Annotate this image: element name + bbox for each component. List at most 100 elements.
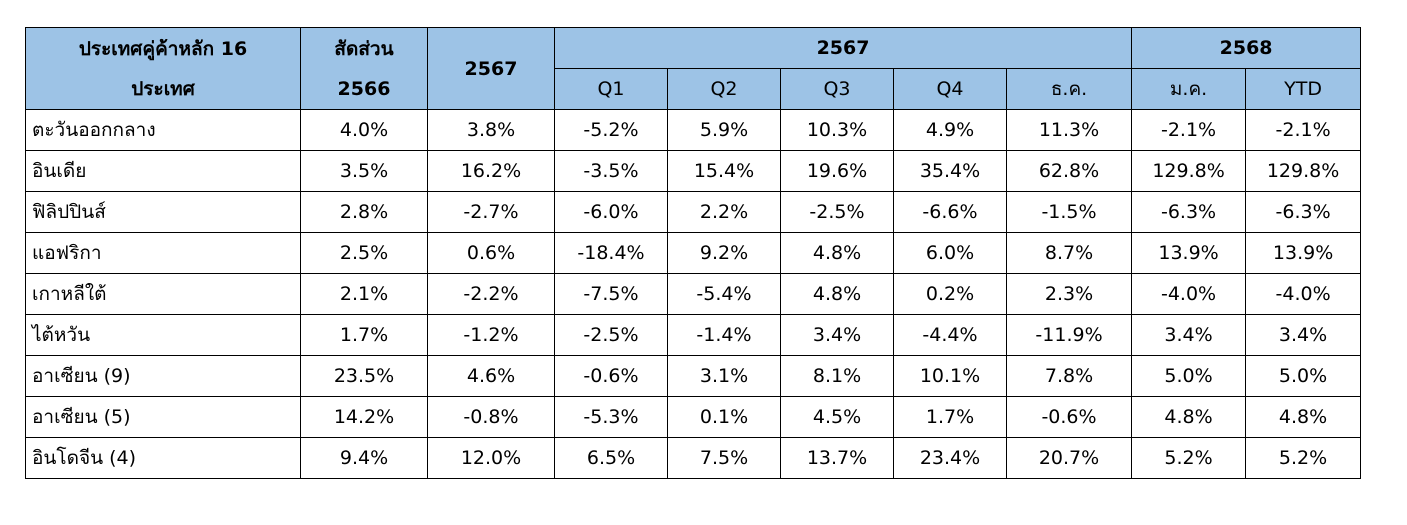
ytd-cell: -6.3% — [1245, 191, 1362, 233]
q2-cell: 3.1% — [667, 355, 781, 397]
table-body: ตะวันออกกลาง 4.0% 3.8% -5.2% 5.9% 10.3% … — [25, 109, 1362, 479]
table-row: อินเดีย 3.5% 16.2% -3.5% 15.4% 19.6% 35.… — [25, 150, 1362, 192]
table-row: อาเซียน (5) 14.2% -0.8% -5.3% 0.1% 4.5% … — [25, 396, 1362, 438]
q1-cell: -18.4% — [554, 232, 668, 274]
q1-column-header: Q1 — [554, 68, 668, 110]
header-row-sub: Q1 Q2 Q3 Q4 ธ.ค. ม.ค. YTD — [26, 68, 1362, 110]
country-cell: แอฟริกา — [25, 232, 301, 274]
q2-cell: 7.5% — [667, 437, 781, 479]
year-2567-cell: 12.0% — [427, 437, 555, 479]
dec-cell: 7.8% — [1005, 355, 1133, 397]
q4-cell: 6.0% — [893, 232, 1007, 274]
dec-cell: 20.7% — [1005, 437, 1133, 479]
table-row: ฟิลิปปินส์ 2.8% -2.7% -6.0% 2.2% -2.5% -… — [25, 191, 1362, 233]
share-cell: 4.0% — [300, 109, 428, 151]
ytd-cell: 13.9% — [1245, 232, 1362, 274]
share-cell: 23.5% — [300, 355, 428, 397]
q2-cell: -1.4% — [667, 314, 781, 356]
q1-cell: -2.5% — [554, 314, 668, 356]
table-row: แอฟริกา 2.5% 0.6% -18.4% 9.2% 4.8% 6.0% … — [25, 232, 1362, 274]
q3-cell: 4.8% — [780, 273, 894, 315]
ytd-column-header: YTD — [1245, 68, 1362, 110]
ytd-cell: 129.8% — [1245, 150, 1362, 192]
share-header-line1: สัดส่วน — [334, 37, 394, 60]
year-2567-cell: -1.2% — [427, 314, 555, 356]
group-2568-header: 2568 — [1131, 27, 1362, 69]
dec-cell: 2.3% — [1005, 273, 1133, 315]
jan-cell: 129.8% — [1131, 150, 1247, 192]
share-header-line2: 2566 — [337, 77, 391, 100]
dec-cell: -0.6% — [1005, 396, 1133, 438]
country-cell: ตะวันออกกลาง — [25, 109, 301, 151]
country-column-header: ประเทศคู่ค้าหลัก 16 ประเทศ — [25, 27, 301, 110]
q4-column-header: Q4 — [893, 68, 1007, 110]
share-cell: 2.5% — [300, 232, 428, 274]
country-header-line2: ประเทศ — [131, 77, 195, 100]
q4-cell: 1.7% — [893, 396, 1007, 438]
q3-cell: 10.3% — [780, 109, 894, 151]
q4-cell: -4.4% — [893, 314, 1007, 356]
dec-cell: -11.9% — [1005, 314, 1133, 356]
jan-cell: 13.9% — [1131, 232, 1247, 274]
country-cell: เกาหลีใต้ — [25, 273, 301, 315]
table-row: อาเซียน (9) 23.5% 4.6% -0.6% 3.1% 8.1% 1… — [25, 355, 1362, 397]
q1-cell: -3.5% — [554, 150, 668, 192]
share-cell: 2.1% — [300, 273, 428, 315]
dec-column-header: ธ.ค. — [1005, 68, 1133, 110]
q3-cell: 4.5% — [780, 396, 894, 438]
dec-cell: -1.5% — [1005, 191, 1133, 233]
ytd-cell: -2.1% — [1245, 109, 1362, 151]
group-2567-header: 2567 — [553, 27, 1133, 69]
q2-cell: 2.2% — [667, 191, 781, 233]
header-row-top: ประเทศคู่ค้าหลัก 16 ประเทศ สัดส่วน 2566 … — [25, 27, 1362, 110]
q3-cell: 4.8% — [780, 232, 894, 274]
country-header-line1: ประเทศคู่ค้าหลัก 16 — [78, 37, 248, 60]
q3-cell: 8.1% — [780, 355, 894, 397]
ytd-cell: 5.2% — [1245, 437, 1362, 479]
q2-cell: 0.1% — [667, 396, 781, 438]
year-2567-cell: -2.2% — [427, 273, 555, 315]
year-2567-cell: 3.8% — [427, 109, 555, 151]
ytd-cell: 3.4% — [1245, 314, 1362, 356]
q2-cell: 5.9% — [667, 109, 781, 151]
table-row: ไต้หวัน 1.7% -1.2% -2.5% -1.4% 3.4% -4.4… — [25, 314, 1362, 356]
q4-cell: 4.9% — [893, 109, 1007, 151]
ytd-cell: -4.0% — [1245, 273, 1362, 315]
country-cell: ฟิลิปปินส์ — [25, 191, 301, 233]
table-row: ตะวันออกกลาง 4.0% 3.8% -5.2% 5.9% 10.3% … — [25, 109, 1362, 151]
q4-cell: -6.6% — [893, 191, 1007, 233]
ytd-cell: 5.0% — [1245, 355, 1362, 397]
q1-cell: -5.2% — [554, 109, 668, 151]
q2-cell: 9.2% — [667, 232, 781, 274]
year-2567-column-header: 2567 — [427, 27, 555, 110]
country-cell: อินเดีย — [25, 150, 301, 192]
jan-cell: -6.3% — [1131, 191, 1247, 233]
q2-cell: -5.4% — [667, 273, 781, 315]
year-2567-cell: -0.8% — [427, 396, 555, 438]
jan-column-header: ม.ค. — [1131, 68, 1247, 110]
jan-cell: 5.2% — [1131, 437, 1247, 479]
table-header: ประเทศคู่ค้าหลัก 16 ประเทศ สัดส่วน 2566 … — [25, 27, 1362, 110]
q4-cell: 10.1% — [893, 355, 1007, 397]
share-column-header: สัดส่วน 2566 — [300, 27, 428, 110]
country-cell: อาเซียน (5) — [25, 396, 301, 438]
q4-cell: 23.4% — [893, 437, 1007, 479]
dec-cell: 8.7% — [1005, 232, 1133, 274]
jan-cell: 5.0% — [1131, 355, 1247, 397]
q3-cell: -2.5% — [780, 191, 894, 233]
year-2567-cell: 16.2% — [427, 150, 555, 192]
country-cell: ไต้หวัน — [25, 314, 301, 356]
year-2567-cell: 0.6% — [427, 232, 555, 274]
q3-cell: 3.4% — [780, 314, 894, 356]
share-cell: 9.4% — [300, 437, 428, 479]
q4-cell: 0.2% — [893, 273, 1007, 315]
jan-cell: -4.0% — [1131, 273, 1247, 315]
q2-cell: 15.4% — [667, 150, 781, 192]
q1-cell: -5.3% — [554, 396, 668, 438]
q3-cell: 13.7% — [780, 437, 894, 479]
share-cell: 3.5% — [300, 150, 428, 192]
country-cell: อินโดจีน (4) — [25, 437, 301, 479]
ytd-cell: 4.8% — [1245, 396, 1362, 438]
q4-cell: 35.4% — [893, 150, 1007, 192]
q1-cell: -7.5% — [554, 273, 668, 315]
